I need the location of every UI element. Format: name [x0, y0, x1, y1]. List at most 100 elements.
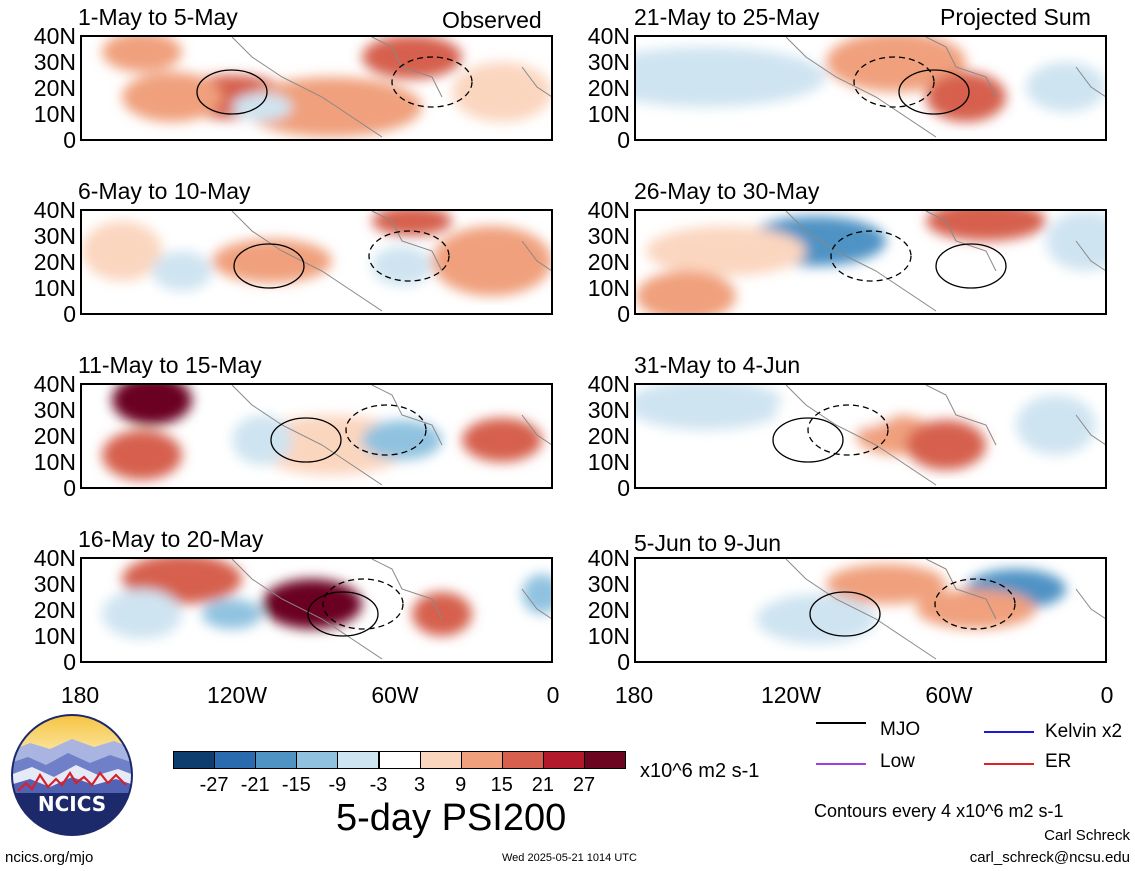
coastline — [231, 211, 551, 312]
panel-title-5: 21-May to 25-May — [634, 4, 820, 30]
coastline — [785, 559, 1105, 660]
map-panel-6 — [634, 209, 1107, 315]
map-panel-1 — [80, 35, 553, 141]
anomaly-blob — [1046, 211, 1105, 271]
mjo-contour — [898, 69, 970, 115]
anomaly-blob — [242, 77, 422, 137]
anomaly-blob — [412, 592, 472, 636]
y-tick-label: 0 — [63, 649, 76, 675]
colorbar-swatch — [542, 751, 585, 769]
y-tick-label: 10N — [587, 449, 630, 475]
anomaly-blob — [232, 93, 292, 121]
anomaly-blob — [1026, 62, 1105, 112]
x-tick-label: 60W — [925, 682, 973, 708]
coastline — [231, 559, 551, 660]
y-tick-label: 30N — [33, 397, 76, 423]
y-tick-label: 30N — [587, 397, 630, 423]
y-tick-label: 0 — [617, 127, 630, 153]
map-panel-4 — [80, 557, 553, 663]
map-panel-7 — [634, 383, 1107, 489]
y-tick-label: 0 — [63, 127, 76, 153]
anomaly-blob — [362, 37, 462, 79]
colorbar-swatch — [460, 751, 503, 769]
email: carl_schreck@ncsu.edu — [969, 849, 1130, 866]
units-label: x10^6 m2 s-1 — [640, 760, 760, 782]
anomaly-blob — [102, 430, 182, 480]
y-tick-label: 40N — [33, 197, 76, 223]
y-tick-label: 40N — [33, 23, 76, 49]
mjo-contour-negative — [830, 230, 912, 282]
colorbar-swatch — [296, 751, 339, 769]
y-tick-label: 30N — [33, 49, 76, 75]
anomaly-blob — [372, 246, 432, 286]
y-tick-label: 40N — [587, 197, 630, 223]
anomaly-blob — [432, 226, 551, 296]
y-tick-label: 40N — [587, 23, 630, 49]
anomaly-blob — [202, 599, 262, 629]
y-tick-label: 20N — [33, 597, 76, 623]
panel-title-6: 26-May to 30-May — [634, 178, 820, 204]
timestamp: Wed 2025-05-21 1014 UTC — [502, 852, 637, 864]
anomaly-blob — [232, 415, 292, 465]
y-tick-label: 20N — [587, 423, 630, 449]
colorbar-swatch — [214, 751, 257, 769]
colorbar-swatch — [378, 751, 421, 769]
x-tick-label: 0 — [546, 682, 560, 708]
y-tick-label: 30N — [33, 571, 76, 597]
panel-title-2: 6-May to 10-May — [78, 178, 251, 204]
y-tick-label: 20N — [33, 423, 76, 449]
mjo-contour-negative — [391, 56, 473, 108]
mjo-contour-negative — [807, 404, 889, 456]
coastline — [785, 37, 1105, 138]
anomaly-blob — [636, 271, 736, 313]
anomaly-blob — [1016, 395, 1096, 455]
anomaly-blob — [212, 239, 332, 283]
colorbar-tick-label: 15 — [490, 774, 513, 796]
anomaly-blob — [462, 418, 542, 462]
map-panel-8 — [634, 557, 1107, 663]
anomaly-blob — [452, 62, 551, 122]
y-tick-label: 10N — [33, 623, 76, 649]
y-tick-label: 30N — [587, 571, 630, 597]
mjo-contour-negative — [368, 230, 450, 282]
anomaly-blob — [776, 390, 896, 430]
anomaly-blob — [756, 594, 876, 644]
mjo-contour-negative — [934, 578, 1016, 630]
y-tick-label: 20N — [587, 75, 630, 101]
panel-title-4: 16-May to 20-May — [78, 526, 264, 552]
anomaly-blob — [916, 589, 1036, 629]
y-tick-label: 20N — [587, 597, 630, 623]
colorbar-tick-label: 21 — [531, 774, 555, 796]
y-tick-label: 0 — [617, 649, 630, 675]
y-tick-label: 40N — [33, 545, 76, 571]
colorbar-tick-label: 27 — [572, 774, 596, 796]
x-tick-label: 180 — [60, 682, 100, 708]
coastline — [785, 385, 1105, 486]
anomaly-blob — [926, 211, 1046, 241]
site-url: ncics.org/mjo — [5, 849, 94, 866]
panel-title-7: 31-May to 4-Jun — [634, 352, 801, 378]
legend-swatch-low — [816, 763, 866, 765]
y-tick-label: 10N — [33, 449, 76, 475]
legend-swatch-er — [984, 763, 1034, 765]
colorbar-tick-label: 9 — [455, 774, 467, 796]
y-tick-label: 30N — [587, 223, 630, 249]
anomaly-blob — [152, 251, 212, 291]
anomaly-blob — [926, 72, 1006, 122]
anomaly-blob — [102, 589, 182, 639]
observed-label: Observed — [442, 7, 542, 33]
legend-label-er: ER — [1045, 751, 1072, 772]
panel-title-1: 1-May to 5-May — [78, 4, 238, 30]
legend-label-low: Low — [880, 751, 915, 772]
anomaly-blob — [362, 420, 442, 460]
projected-sum-label: Projected Sum — [940, 4, 1091, 30]
chart-title: 5-day PSI200 — [336, 797, 567, 839]
colorbar-swatch — [337, 751, 380, 769]
x-tick-label: 120W — [206, 682, 268, 708]
coastline — [231, 385, 551, 486]
anomaly-blob — [636, 385, 786, 430]
y-tick-label: 10N — [33, 275, 76, 301]
y-tick-label: 10N — [587, 275, 630, 301]
mjo-contour-negative — [322, 578, 404, 630]
anomaly-blob — [372, 211, 452, 236]
